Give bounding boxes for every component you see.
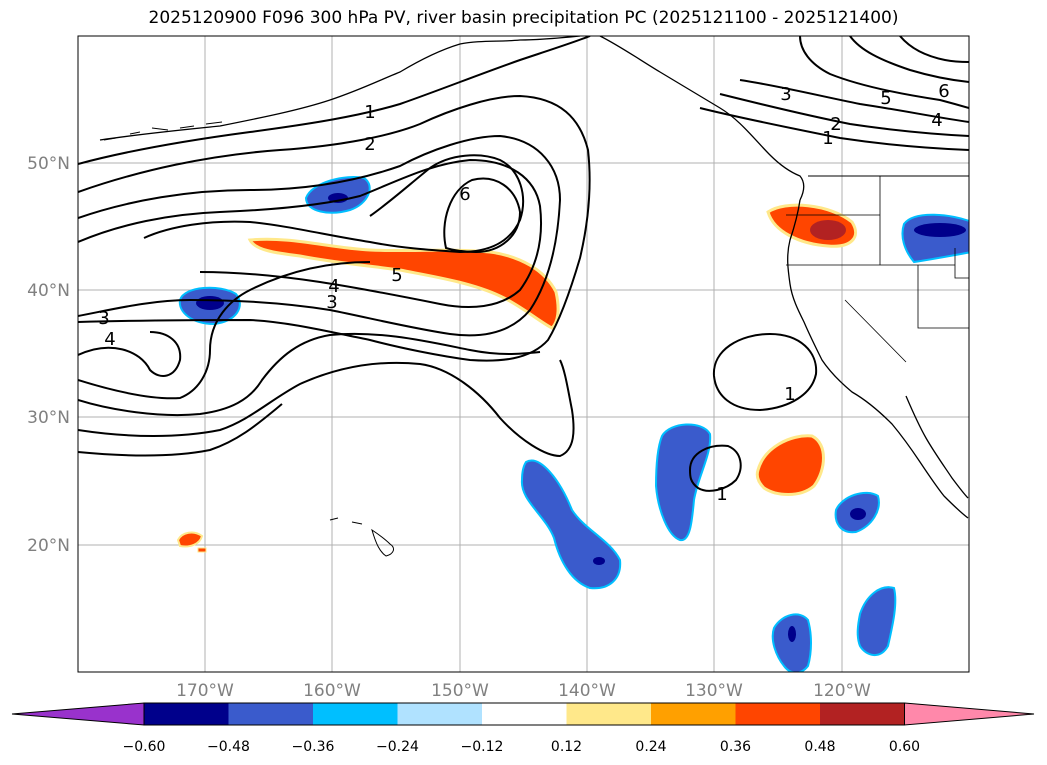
lat-label: 20°N [27,536,70,556]
lon-label: 150°W [431,681,489,701]
colorbar-outline [143,702,905,726]
pv-contour-4 [78,158,542,309]
precip-orange-south [755,434,825,496]
pv-contour-wave-outer [78,332,541,417]
precip-darkblue-south-bottom [788,626,796,642]
colorbar-tick-label: 0.48 [804,739,835,755]
colorbar-segment [651,703,736,725]
lon-labels: 170°W 160°W 150°W 140°W 130°W 120°W [176,681,871,701]
lon-label: 140°W [558,681,616,701]
precip-blue-south-mid [520,459,622,590]
contour-label: 1 [784,384,795,405]
baja-coast [905,395,969,499]
colorbar-segment [566,703,651,725]
colorbar-tick-label: −0.60 [123,739,166,755]
contour-label: 4 [104,329,115,350]
pv-contour-small-1 [688,444,742,492]
precip-darkblue-west [196,296,224,310]
pv-contour-2 [78,94,591,362]
pv-contour-3 [78,134,562,337]
aleutian-islands [103,121,223,141]
colorbar-tick-label: 0.24 [635,739,666,755]
colorbar-tick-label: 0.60 [889,739,920,755]
contour-label: 5 [391,265,402,286]
precip-blue-se [856,586,897,656]
contour-labels: 1 2 6 5 4 3 3 4 1 1 3 5 6 4 2 1 [98,81,949,505]
contour-label: 5 [880,88,891,109]
west-coast [787,199,969,519]
contour-label: 6 [459,184,470,205]
colorbar-segment [228,703,313,725]
lat-labels: 50°N 40°N 30°N 20°N [27,154,70,556]
precip-blue-idaho [901,213,969,264]
colorbar-tick-labels: −0.60 −0.48 −0.36 −0.24 −0.12 0.12 0.24 … [123,739,921,755]
alaska-coast [99,36,581,141]
pv-contour-6 [443,177,522,254]
pv-contours [78,36,969,492]
lon-label: 160°W [303,681,361,701]
precip-darkblue-baja [850,508,866,520]
colorbar: −0.60 −0.48 −0.36 −0.24 −0.12 0.12 0.24 … [11,702,1035,755]
alaska-gulf-coast [599,36,805,201]
colorbar-tick-label: −0.36 [292,739,335,755]
lat-label: 30°N [27,408,70,428]
lon-label: 120°W [813,681,871,701]
precip-darkblue-south-mid [593,557,605,565]
contour-label: 1 [364,102,375,123]
contour-label: 6 [938,81,949,102]
contour-label: 1 [822,128,833,149]
contour-label: 2 [830,114,841,135]
lon-label: 130°W [685,681,743,701]
colorbar-tick-label: 0.12 [551,739,582,755]
map-frame [77,35,970,673]
pv-contour-sw-outer2 [78,403,283,457]
pv-contour-ne-1 [699,107,969,151]
precip-orange-dot [197,547,207,553]
lon-label: 170°W [176,681,234,701]
colorbar-segment [820,703,905,725]
oregon-state-borders [786,176,969,363]
contour-label: 2 [364,134,375,155]
contour-label: 3 [326,292,337,313]
colorbar-tick-label: −0.48 [207,739,250,755]
pv-contour-ne-5 [849,36,969,83]
precip-orange-band [247,237,560,330]
colorbar-segment [313,703,398,725]
pv-contour-sw-outer [78,359,575,458]
pv-contour-ne-3 [739,79,969,123]
colorbar-segment [144,703,229,725]
contour-label: 3 [780,84,791,105]
hawaii-islands [329,517,394,557]
contour-label: 1 [716,484,727,505]
contour-label: 4 [328,276,339,297]
colorbar-segment [482,703,567,725]
precip-blue-south-130 [654,423,712,542]
colorbar-extend-left [11,702,145,726]
colorbar-segment [735,703,820,725]
precip-orange-small-west [176,531,204,548]
pv-contour-ne-4 [799,36,969,109]
lat-label: 50°N [27,154,70,174]
lat-label: 40°N [27,281,70,301]
colorbar-tick-label: −0.12 [461,739,504,755]
pv-contour-1 [78,36,591,165]
colorbar-tick-label: 0.36 [720,739,751,755]
colorbar-tick-label: −0.24 [376,739,419,755]
pv-contour-ne-6 [899,36,969,63]
precip-shading [176,176,969,672]
map-title: 2025120900 F096 300 hPa PV, river basin … [148,8,899,28]
precip-darkblue-idaho [914,223,966,237]
contour-label: 4 [931,110,942,131]
colorbar-segment [397,703,482,725]
pv-contour-ne-2 [719,93,969,137]
coastlines [99,36,969,557]
precip-blue-south-bottom [771,613,812,672]
pv-contour-wave-south [78,261,371,400]
precip-red-oregon [810,220,846,240]
pv-contour-oval-1 [712,332,818,412]
colorbar-extend-right [904,702,1035,726]
contour-label: 3 [98,308,109,329]
map-area: 1 2 6 5 4 3 3 4 1 1 3 5 6 4 2 1 [78,36,969,672]
